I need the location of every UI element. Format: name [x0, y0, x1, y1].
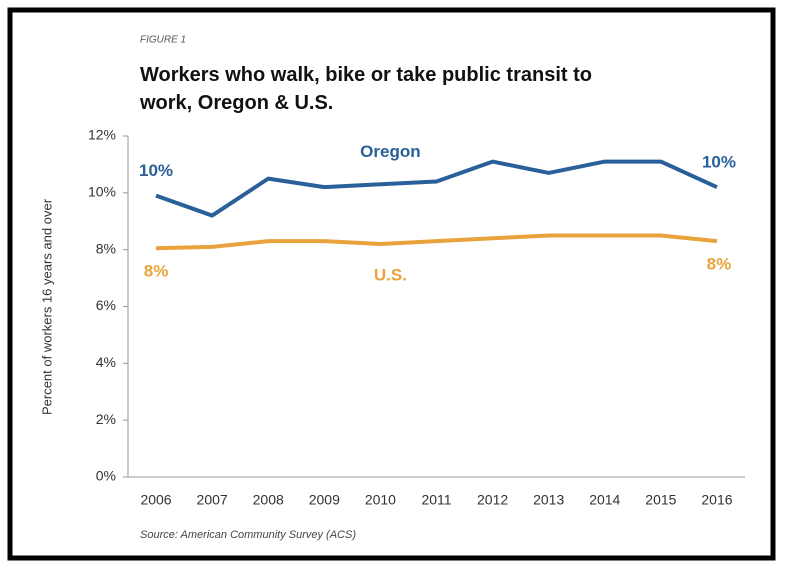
source: Source: American Community Survey (ACS) [140, 529, 356, 541]
y-tick-label: 10% [88, 184, 116, 200]
y-tick-label: 8% [96, 240, 116, 256]
x-tick-label: 2006 [140, 492, 171, 508]
x-tick-label: 2012 [477, 492, 508, 508]
x-tick-label: 2008 [253, 492, 284, 508]
data-label: 10% [139, 161, 173, 180]
x-tick-label: 2010 [365, 492, 396, 508]
x-tick-label: 2014 [589, 492, 620, 508]
chart-title: Workers who walk, bike or take public tr… [139, 64, 592, 114]
series-name: Oregon [360, 142, 420, 161]
y-tick-label: 12% [88, 127, 116, 143]
x-tick-label: 2016 [701, 492, 732, 508]
x-tick-label: 2009 [309, 492, 340, 508]
figure-label: FIGURE 1 [140, 35, 186, 46]
series-name: U.S. [374, 265, 407, 284]
data-label: 8% [144, 262, 169, 281]
x-tick-label: 2013 [533, 492, 564, 508]
x-tick-label: 2015 [645, 492, 676, 508]
frame [7, 7, 776, 561]
x-tick-label: 2011 [421, 492, 451, 508]
series-line [155, 233, 718, 251]
y-tick-label: 2% [96, 411, 116, 427]
y-tick-label: 6% [96, 297, 116, 313]
x-tick-label: 2007 [197, 492, 228, 508]
y-tick-label: 0% [96, 468, 116, 484]
series-line [155, 159, 718, 218]
y-axis-label: Percent of workers 16 years and over [39, 198, 54, 415]
data-label: 8% [707, 255, 732, 274]
y-tick-label: 4% [96, 354, 116, 370]
data-label: 10% [702, 153, 736, 172]
